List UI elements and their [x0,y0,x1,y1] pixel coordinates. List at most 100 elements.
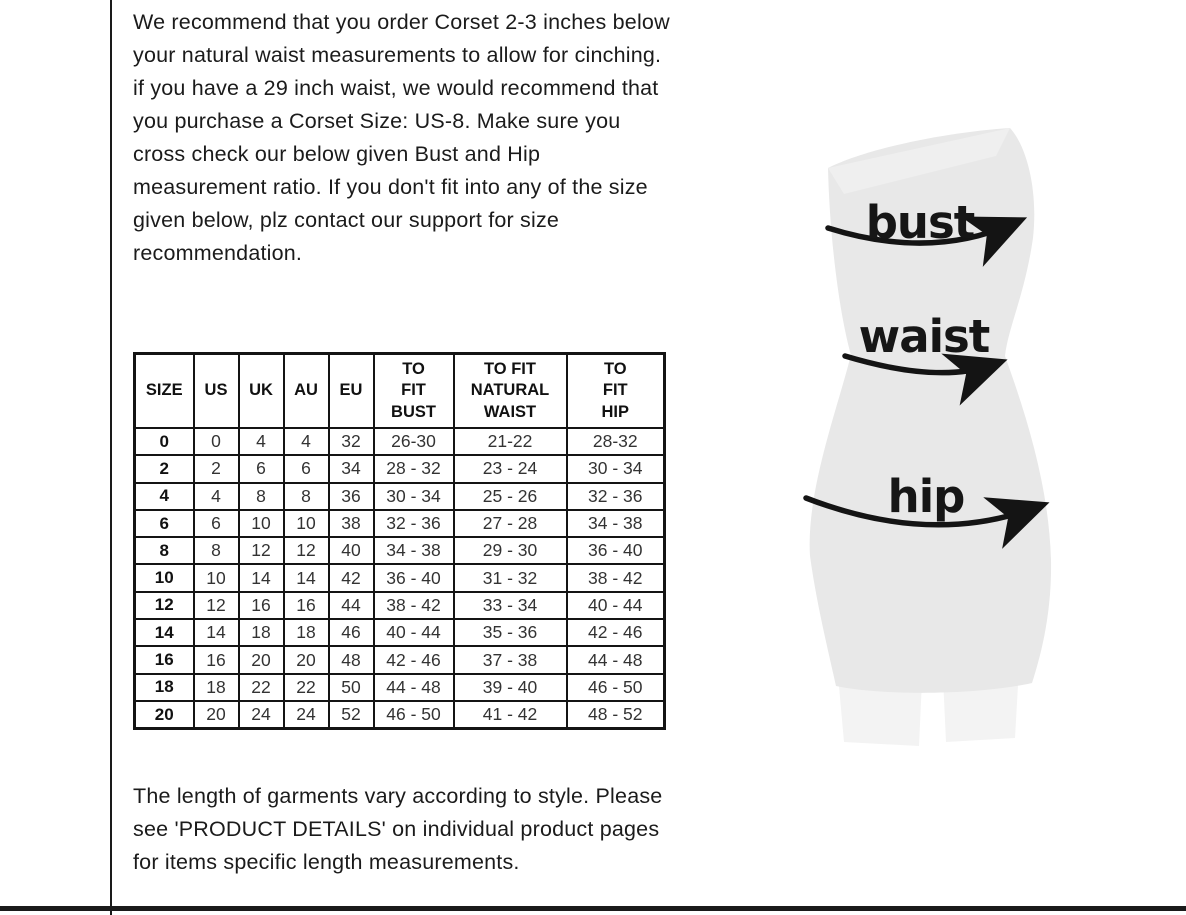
table-cell: 40 - 44 [565,590,666,621]
table-cell: 32 [327,426,375,457]
table-cell: 0 [192,426,240,457]
table-cell: 44 [327,590,375,621]
size-chart-table: SIZE US UK AU EU TO FIT BUST TO FIT NATURAL WA… [133,352,666,731]
table-cell: 48 [327,645,375,675]
table-cell: 16 [282,590,330,621]
torso-silhouette [809,128,1052,693]
table-cell: 26-30 [372,426,455,457]
table-cell: 39 - 40 [452,672,568,702]
table-row: 20 20 24 24 52 46 - 50 41 - 42 48 - 52 [133,699,666,730]
table-cell: 4 [192,481,240,511]
table-cell: 38 [327,508,375,539]
table-cell: 44 - 48 [565,645,666,675]
table-cell: 4 [133,481,195,511]
table-cell: 20 [192,699,240,730]
table-cell: 46 - 50 [372,699,455,730]
table-cell: 46 [327,618,375,648]
table-cell: 33 - 34 [452,590,568,621]
table-cell: 34 - 38 [565,508,666,539]
table-cell: 24 [237,699,285,730]
table-cell: 20 [282,645,330,675]
table-cell: 12 [133,590,195,621]
table-cell: 14 [237,563,285,593]
table-cell: 34 [327,454,375,484]
table-cell: 16 [237,590,285,621]
size-chart-table-head: SIZE US UK AU EU TO FIT BUST TO FIT NATURAL WA… [133,352,666,429]
table-cell: 10 [237,508,285,539]
table-cell: 18 [192,672,240,702]
table-cell: 12 [237,536,285,566]
table-cell: 12 [282,536,330,566]
table-cell: 48 - 52 [565,699,666,730]
table-cell: 16 [133,645,195,675]
table-cell: 52 [327,699,375,730]
table-cell: 42 - 46 [565,618,666,648]
bust-arrow-icon [825,216,1028,267]
column-header: AU [282,352,330,429]
table-cell: 36 - 40 [565,536,666,566]
table-cell: 36 - 40 [372,563,455,593]
table-cell: 8 [133,536,195,566]
waist-arrow-icon [842,353,1008,406]
bust-label: bust [866,196,975,249]
table-cell: 25 - 26 [452,481,568,511]
table-cell: 14 [282,563,330,593]
table-cell: 18 [133,672,195,702]
table-cell: 37 - 38 [452,645,568,675]
table-cell: 12 [192,590,240,621]
table-cell: 30 - 34 [372,481,455,511]
table-cell: 10 [282,508,330,539]
intro-paragraph: We recommend that you order Corset 2-3 i… [133,10,670,265]
table-cell: 24 [282,699,330,730]
table-cell: 27 - 28 [452,508,568,539]
table-cell: 41 - 42 [452,699,568,730]
table-cell: 10 [133,563,195,593]
table-cell: 18 [282,618,330,648]
column-header: EU [327,352,375,429]
table-cell: 20 [133,699,195,730]
table-cell: 31 - 32 [452,563,568,593]
table-cell: 42 - 46 [372,645,455,675]
table-cell: 28 - 32 [372,454,455,484]
table-row: 18 18 22 22 50 44 - 48 39 - 40 46 - 50 [133,672,666,702]
table-row: 0 0 4 4 32 26-30 21-22 28-32 [133,426,666,457]
table-cell: 14 [133,618,195,648]
table-cell: 40 [327,536,375,566]
size-chart-table-body: 0 0 4 4 32 26-30 21-22 28-32 2 2 6 6 34 28 - 32 23 - 2… [133,426,666,730]
table-cell: 4 [237,426,285,457]
table-cell: 0 [133,426,195,457]
table-cell: 4 [282,426,330,457]
hip-arrow-icon [803,495,1050,549]
table-cell: 38 - 42 [372,590,455,621]
table-row: 10 10 14 14 42 36 - 40 31 - 32 38 - 42 [133,563,666,593]
table-cell: 8 [192,536,240,566]
table-cell: 2 [192,454,240,484]
table-row: 2 2 6 6 34 28 - 32 23 - 24 30 - 34 [133,454,666,484]
table-cell: 6 [282,454,330,484]
table-row: 4 4 8 8 36 30 - 34 25 - 26 32 - 36 [133,481,666,511]
column-header: TO FIT BUST [372,352,455,429]
table-cell: 20 [237,645,285,675]
table-cell: 32 - 36 [372,508,455,539]
table-cell: 6 [133,508,195,539]
table-cell: 38 - 42 [565,563,666,593]
table-cell: 22 [237,672,285,702]
waist-label: waist [859,310,990,363]
table-cell: 16 [192,645,240,675]
column-header: TO FIT NATURAL WAIST [452,352,568,429]
table-cell: 10 [192,563,240,593]
footer-paragraph: The length of garments vary according to… [133,784,663,874]
table-cell: 6 [237,454,285,484]
table-cell: 18 [237,618,285,648]
table-cell: 8 [282,481,330,511]
table-row: 16 16 20 20 48 42 - 46 37 - 38 44 - 48 [133,645,666,675]
table-row: 14 14 18 18 46 40 - 44 35 - 36 42 - 46 [133,618,666,648]
column-header: UK [237,352,285,429]
table-cell: 36 [327,481,375,511]
header-row: SIZE US UK AU EU TO FIT BUST TO FIT NATURAL WA… [133,352,666,429]
table-cell: 40 - 44 [372,618,455,648]
table-cell: 35 - 36 [452,618,568,648]
table-row: 12 12 16 16 44 38 - 42 33 - 34 40 - 44 [133,590,666,621]
torso-top-highlight [828,128,1010,194]
table-cell: 32 - 36 [565,481,666,511]
